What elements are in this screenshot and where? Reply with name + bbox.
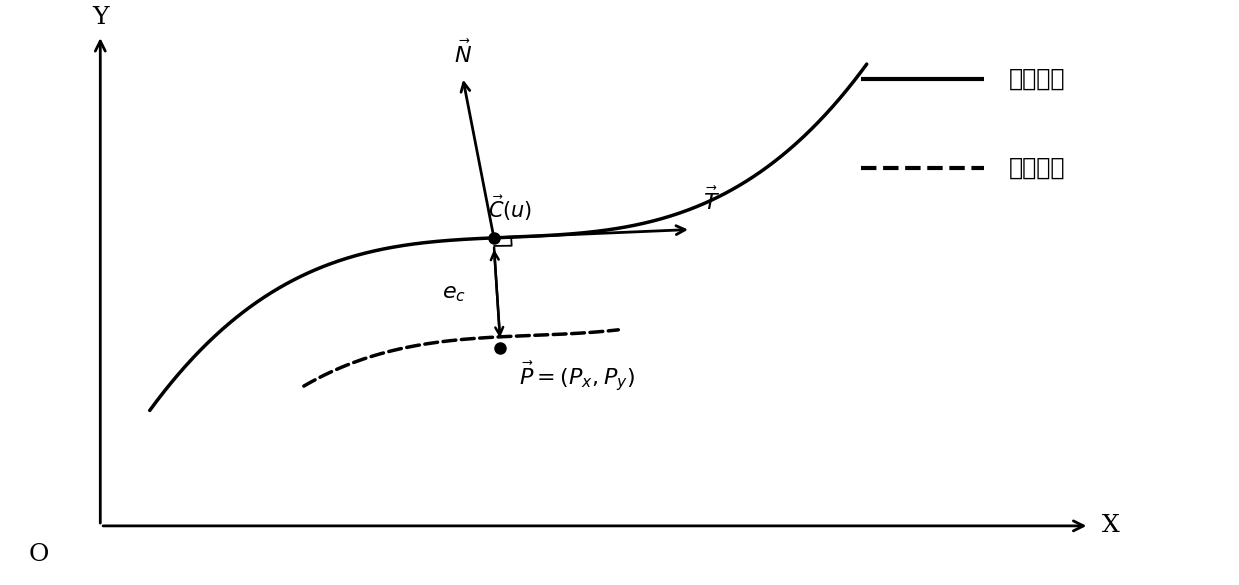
Text: O: O [28,543,48,566]
Text: 编程轮廓: 编程轮廓 [1009,67,1066,91]
Text: $\vec{C}(u)$: $\vec{C}(u)$ [488,194,532,223]
Text: $\vec{T}$: $\vec{T}$ [704,188,720,215]
Text: $e_c$: $e_c$ [442,282,466,304]
Text: $\vec{N}$: $\vec{N}$ [453,41,472,68]
Text: X: X [1101,514,1119,538]
Text: 实际轮廓: 实际轮廓 [1009,156,1066,180]
Text: $\vec{P}=(P_x,P_y)$: $\vec{P}=(P_x,P_y)$ [519,359,634,393]
Text: Y: Y [92,6,109,29]
